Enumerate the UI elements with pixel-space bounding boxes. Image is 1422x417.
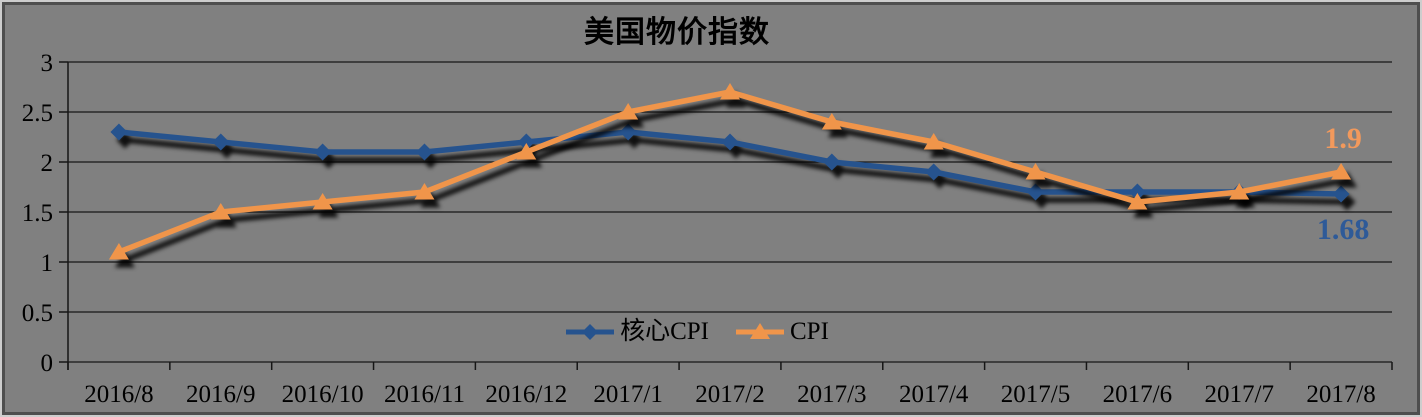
triangle-marker-icon [1025,163,1046,180]
chart-title: 美国物价指数 [584,16,770,49]
x-axis-label: 2017/6 [1103,381,1172,408]
legend-label-cpi: CPI [790,318,829,345]
y-axis-label: 1 [41,250,54,277]
triangle-marker-icon [1331,163,1352,180]
x-axis-label: 2017/8 [1306,381,1375,408]
x-axis-label: 2017/2 [695,381,764,408]
series-end-label: 1.9 [1324,122,1362,155]
legend-item-cpi: CPI [735,319,829,344]
y-axis-label: 1.5 [22,200,53,227]
triangle-marker-icon [736,322,784,339]
diamond-marker-icon [415,143,433,161]
x-axis-label: 2017/7 [1205,381,1274,408]
diamond-marker-icon [517,133,535,151]
triangle-marker-icon [210,203,231,220]
x-axis-label: 2017/3 [797,381,866,408]
y-axis-label: 0 [41,350,54,377]
x-axis-label: 2016/9 [186,381,255,408]
diamond-marker-icon [566,323,615,340]
diamond-marker-icon [1027,183,1045,201]
diamond-marker-icon [721,133,739,151]
triangle-marker-icon [923,133,944,150]
y-axis-label: 3 [41,50,54,77]
diamond-marker-icon [314,143,332,161]
triangle-marker-icon [618,103,639,120]
diamond-marker-icon [1128,183,1146,201]
series-end-label: 1.68 [1317,213,1370,246]
x-axis-label: 2017/4 [899,381,969,408]
diamond-marker-icon [1332,185,1350,203]
x-axis-label: 2016/10 [282,381,364,408]
triangle-marker-icon [1229,183,1250,200]
x-axis-label: 2016/12 [485,381,567,408]
diamond-marker-icon [212,133,230,151]
x-axis-label: 2017/5 [1001,381,1070,408]
x-axis-label: 2016/11 [384,381,465,408]
triangle-marker-icon [821,113,842,130]
series-line [116,89,1344,255]
y-axis-label: 2 [41,150,54,177]
diamond-marker-icon [110,123,128,141]
triangle-marker-icon [312,193,333,210]
triangle-marker-icon [1127,193,1148,210]
triangle-marker-icon [720,83,740,100]
y-axis-label: 0.5 [22,300,53,327]
triangle-marker-icon [414,183,435,200]
y-axis-label: 2.5 [22,100,53,127]
series-1 [108,83,1352,260]
x-axis-label: 2016/8 [84,381,153,408]
legend-label-core-cpi: 核心CPI [620,318,709,345]
diamond-marker-icon [619,123,637,141]
x-axis-label: 2017/1 [593,381,662,408]
legend: 核心CPI CPI [0,319,1408,344]
series-0 [110,123,1350,203]
diamond-marker-icon [823,153,841,171]
legend-item-core-cpi: 核心CPI [565,319,709,344]
diamond-marker-icon [925,163,943,181]
triangle-marker-icon [108,243,129,260]
triangle-marker-icon [516,143,537,160]
